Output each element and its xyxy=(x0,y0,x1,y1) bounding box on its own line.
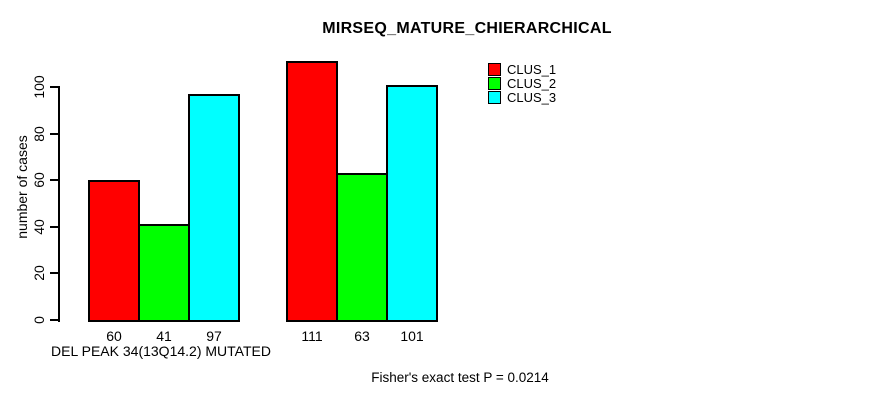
y-tick-20 xyxy=(50,272,58,275)
y-tick-80 xyxy=(50,132,58,135)
bar-clus-3-group1 xyxy=(188,94,240,322)
legend-swatch-icon xyxy=(488,76,501,90)
legend-item-clus-1: CLUS_1 xyxy=(488,61,557,77)
legend-swatch-icon xyxy=(488,62,501,76)
bar-value-label: 60 xyxy=(106,328,122,344)
legend-label: CLUS_3 xyxy=(507,89,557,105)
bar-value-label: 41 xyxy=(156,328,172,344)
bar-clus-1-group2 xyxy=(286,61,338,322)
y-tick-40 xyxy=(50,225,58,228)
fisher-test-note: Fisher's exact test P = 0.0214 xyxy=(371,370,549,385)
bar-clus-2-group1 xyxy=(138,224,190,322)
chart-title: MIRSEQ_MATURE_CHIERARCHICAL xyxy=(322,20,612,37)
y-tick-label-40: 40 xyxy=(31,219,47,235)
bar-value-label: 111 xyxy=(301,328,323,344)
y-axis-line xyxy=(58,86,60,322)
y-tick-label-80: 80 xyxy=(31,125,47,142)
y-tick-label-60: 60 xyxy=(31,172,47,188)
y-tick-0 xyxy=(50,319,58,321)
y-axis-label: number of cases xyxy=(14,135,30,239)
legend-item-clus-3: CLUS_3 xyxy=(488,89,557,105)
y-tick-100 xyxy=(50,86,58,88)
bar-value-label: 101 xyxy=(400,328,424,344)
bar-value-label: 63 xyxy=(354,328,370,344)
group-category-label: DEL PEAK 34(13Q14.2) MUTATED xyxy=(51,343,271,359)
legend-item-clus-2: CLUS_2 xyxy=(488,75,557,91)
y-tick-60 xyxy=(50,179,58,182)
bar-clus-1-group1 xyxy=(88,180,140,322)
bar-value-label: 97 xyxy=(206,328,222,344)
y-tick-label-0: 0 xyxy=(31,316,47,324)
legend-label: CLUS_1 xyxy=(507,61,557,77)
bar-clus-3-group2 xyxy=(386,85,438,322)
bar-clus-2-group2 xyxy=(336,173,388,322)
y-tick-label-100: 100 xyxy=(31,75,47,99)
y-tick-label-20: 20 xyxy=(31,265,47,282)
legend-swatch-icon xyxy=(488,90,501,104)
legend: CLUS_1 CLUS_2 CLUS_3 xyxy=(488,61,557,105)
legend-label: CLUS_2 xyxy=(507,75,557,91)
